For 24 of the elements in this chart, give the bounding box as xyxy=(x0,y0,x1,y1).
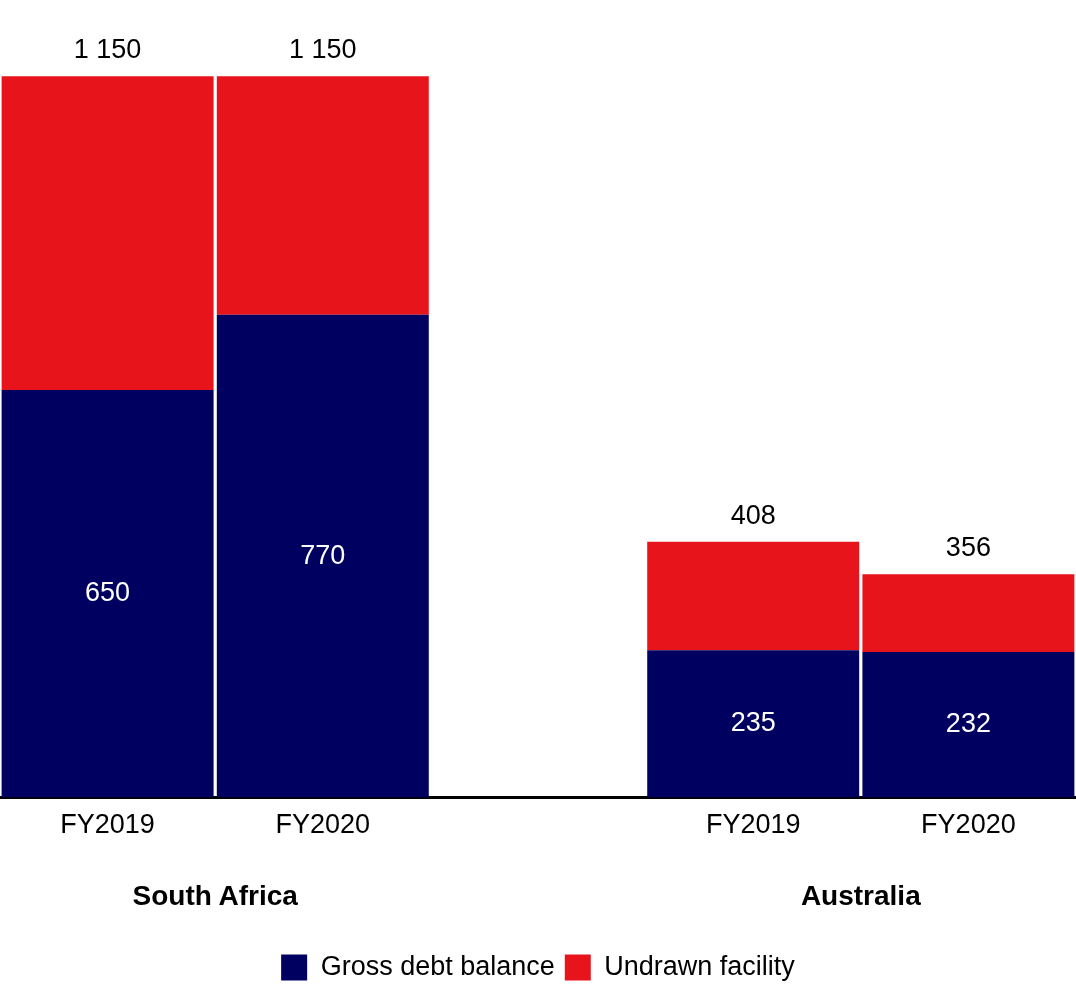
legend-label: Undrawn facility xyxy=(604,950,796,981)
text: Australia xyxy=(800,880,922,912)
data-label: 650 xyxy=(85,577,131,608)
total-label: 408 xyxy=(730,499,776,530)
total-label: 1 150 xyxy=(73,34,142,65)
legend-label: Gross debt balance xyxy=(320,950,555,981)
text: South Africa xyxy=(132,880,299,912)
bar xyxy=(1,76,214,390)
x-tick-label: FY2019 xyxy=(60,809,155,840)
bar xyxy=(1,389,214,798)
total-label: 1 150 xyxy=(289,34,357,65)
total-label: 356 xyxy=(945,532,991,563)
data-label: 232 xyxy=(945,708,991,739)
x-tick-label: FY2019 xyxy=(705,809,801,840)
bar xyxy=(216,314,429,798)
data-label: 235 xyxy=(730,707,776,738)
bar xyxy=(862,652,1075,798)
bar xyxy=(862,574,1075,653)
x-tick-label: FY2020 xyxy=(921,809,1016,840)
data-label: 770 xyxy=(300,539,346,570)
bar xyxy=(647,650,860,798)
bar xyxy=(216,76,429,315)
bar xyxy=(647,541,860,651)
x-tick-label: FY2020 xyxy=(275,809,371,840)
